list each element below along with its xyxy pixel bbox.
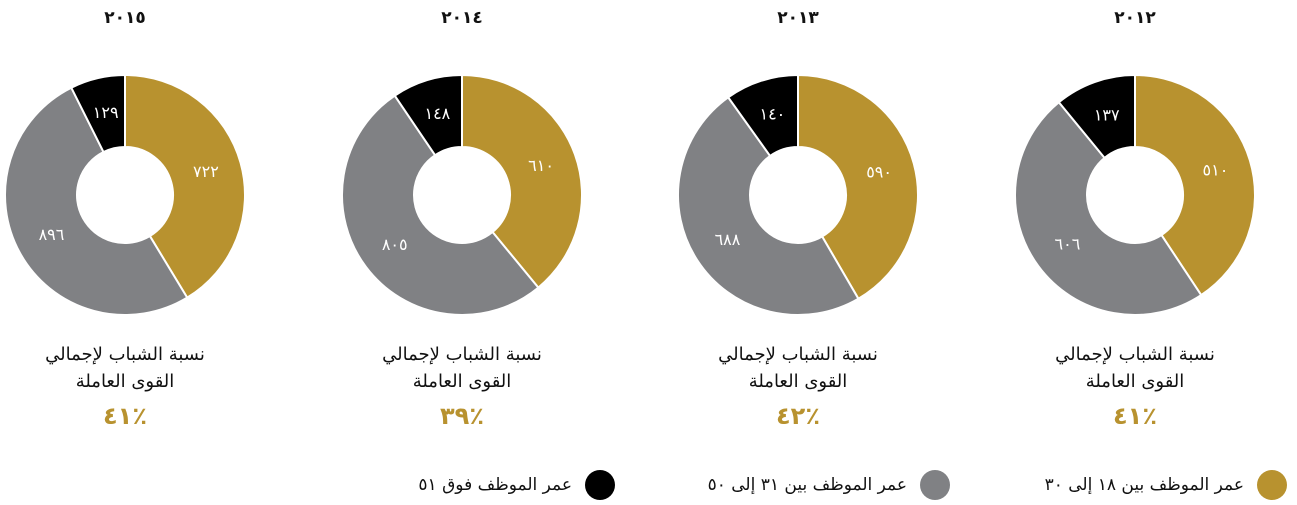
donut-slice — [124, 73, 246, 299]
donut-slice — [726, 73, 799, 158]
donut-slice — [677, 95, 860, 316]
donut-slice — [393, 73, 463, 157]
legend-swatch — [1257, 470, 1287, 500]
donut-slice — [1057, 73, 1136, 160]
caption: القوى العاملة — [1086, 371, 1185, 392]
donut-slice — [69, 73, 126, 154]
chart-title: ٢٠١٣ — [777, 8, 819, 28]
data-label: ٥١٠ — [1203, 160, 1229, 179]
data-label: ١٢٩ — [93, 103, 119, 122]
data-label: ٦٠٦ — [1055, 234, 1081, 253]
data-label: ٦١٠ — [528, 156, 554, 175]
caption: القوى العاملة — [76, 371, 175, 392]
data-label: ٥٩٠ — [866, 163, 892, 182]
legend-swatch — [920, 470, 950, 500]
legend-label: عمر الموظف بين ١٨ إلى ٣٠ — [1045, 475, 1244, 495]
caption: نسبة الشباب لإجمالي — [1055, 344, 1215, 365]
donut-slice — [4, 86, 189, 316]
percent-label: ٪٤٢ — [776, 402, 820, 430]
chart-title: ٢٠١٥ — [104, 8, 146, 28]
donut-slice — [797, 73, 919, 301]
donut-slice — [341, 94, 540, 316]
data-label: ٧٢٢ — [193, 162, 219, 181]
data-label: ٨٠٥ — [382, 235, 408, 254]
data-label: ١٤٠ — [759, 105, 785, 124]
chart-title: ٢٠١٢ — [1114, 8, 1156, 28]
data-label: ٦٨٨ — [715, 230, 741, 249]
data-label: ١٤٨ — [424, 104, 450, 123]
caption: نسبة الشباب لإجمالي — [718, 344, 878, 365]
donut-slice — [1014, 100, 1203, 316]
donut-slice — [461, 73, 583, 290]
chart-title: ٢٠١٤ — [441, 8, 483, 28]
percent-label: ٪٤١ — [103, 402, 147, 430]
caption: القوى العاملة — [749, 371, 848, 392]
legend-label: عمر الموظف فوق ٥١ — [418, 475, 572, 495]
caption: نسبة الشباب لإجمالي — [382, 344, 542, 365]
caption: القوى العاملة — [413, 371, 512, 392]
percent-label: ٪٣٩ — [440, 402, 484, 430]
legend-label: عمر الموظف بين ٣١ إلى ٥٠ — [708, 475, 907, 495]
caption: نسبة الشباب لإجمالي — [45, 344, 205, 365]
data-label: ١٣٧ — [1094, 105, 1120, 124]
data-label: ٨٩٦ — [39, 225, 65, 244]
legend-swatch — [585, 470, 615, 500]
percent-label: ٪٤١ — [1113, 402, 1157, 430]
